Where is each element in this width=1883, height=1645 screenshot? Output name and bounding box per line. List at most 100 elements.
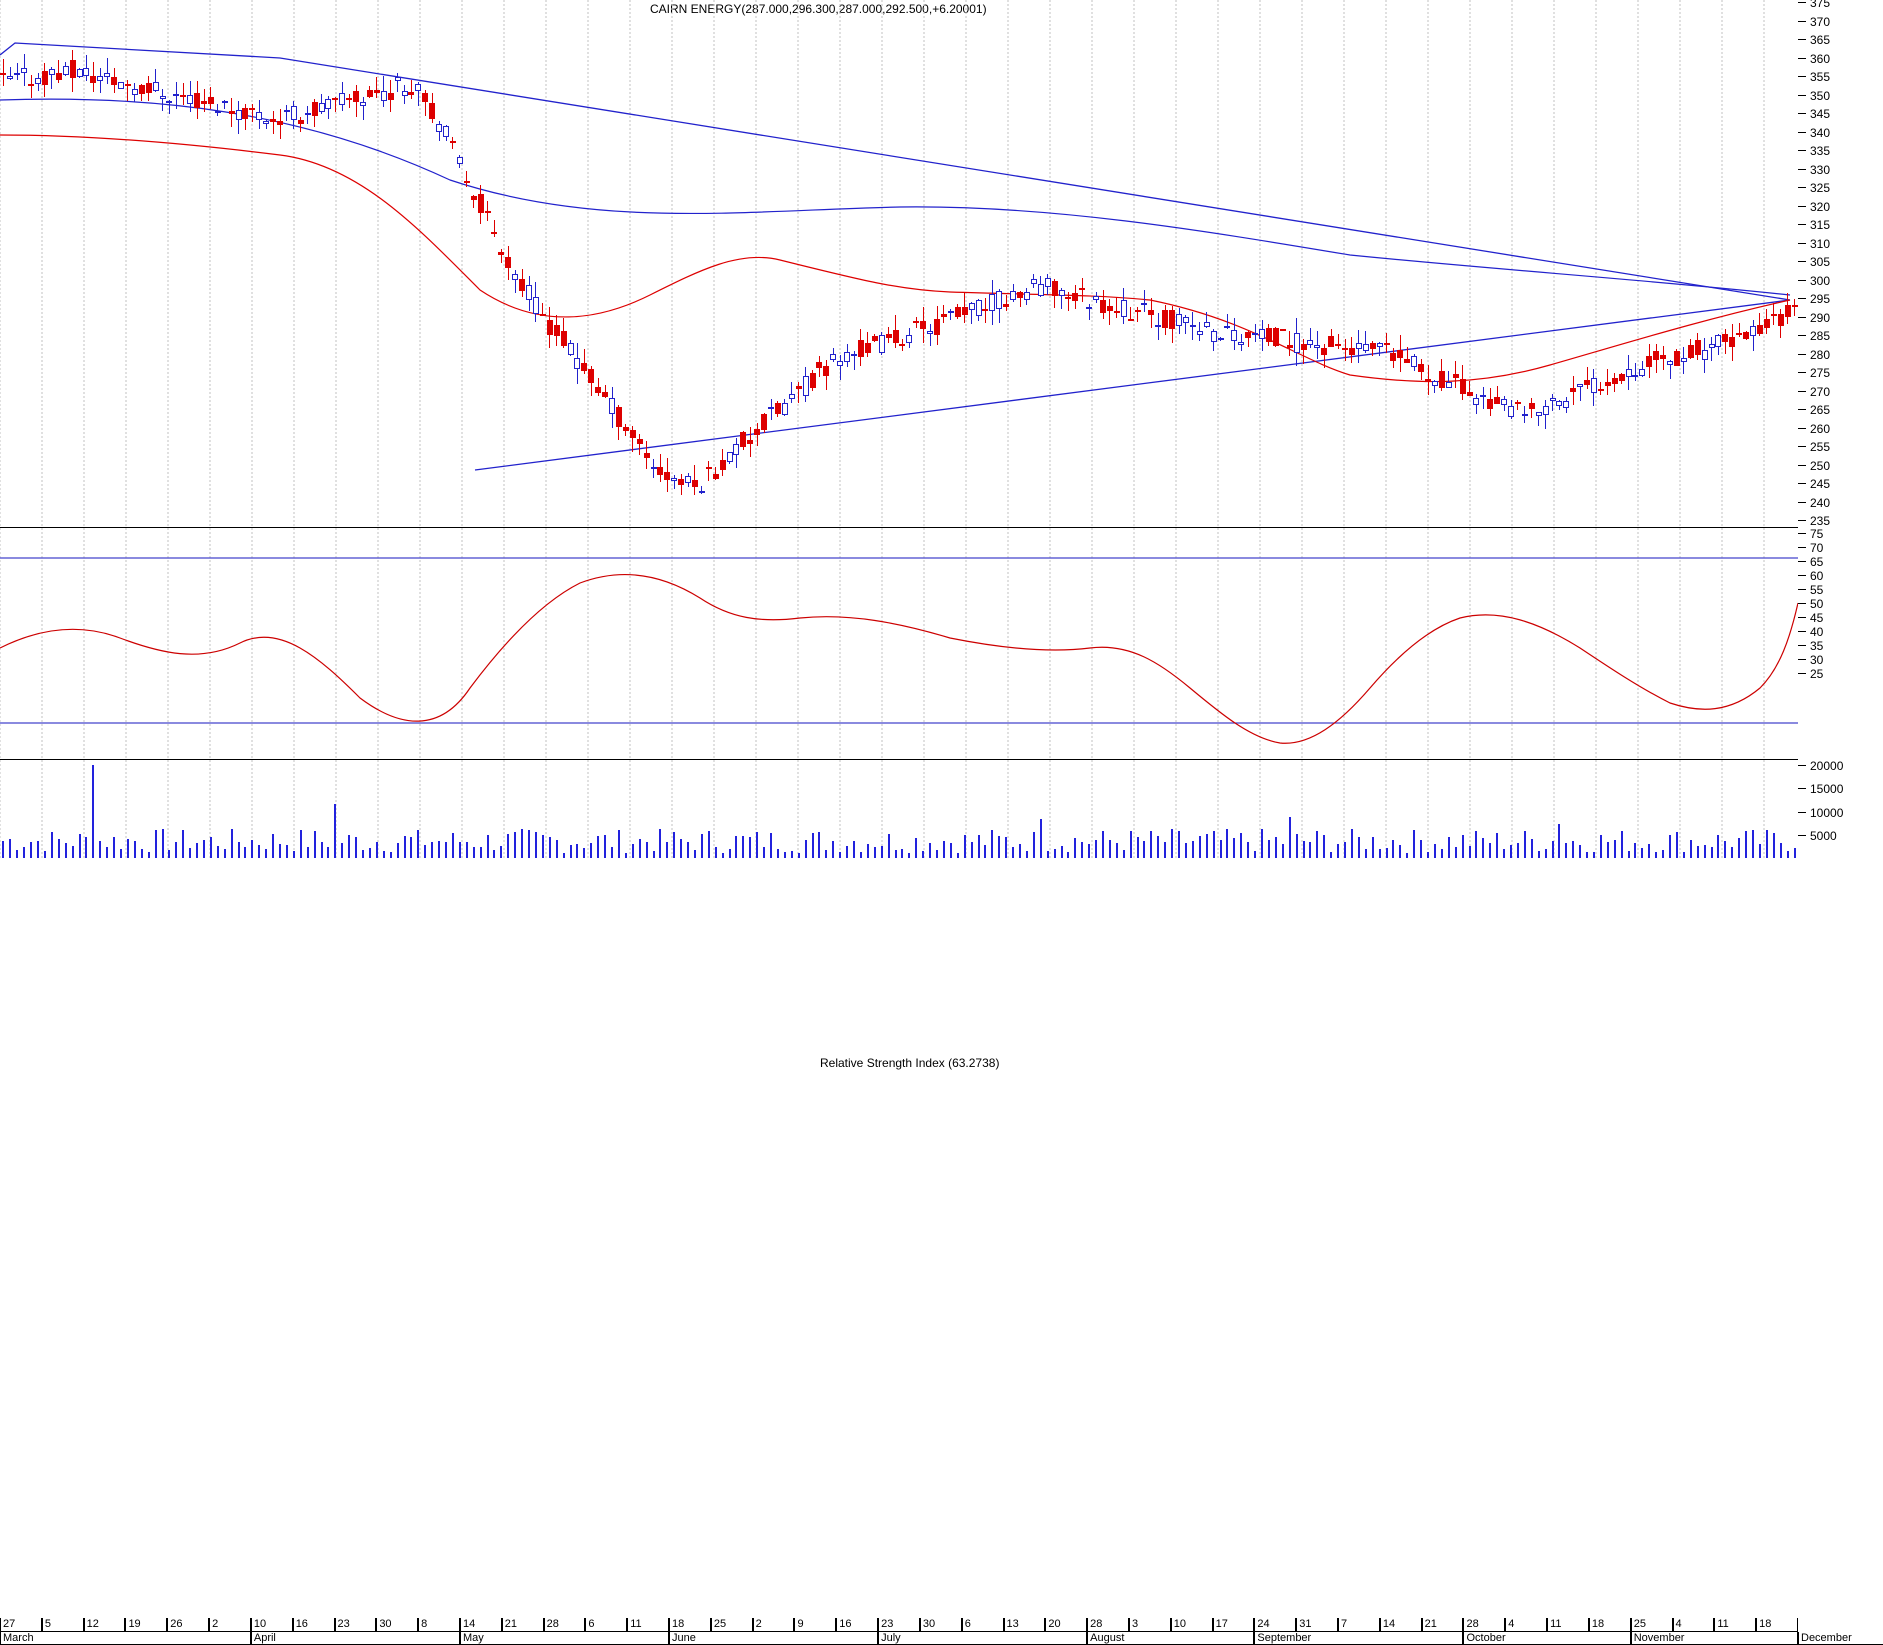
- volume-bar: [438, 841, 440, 858]
- date-tick-label-month[interactable]: August: [1087, 1632, 1254, 1645]
- date-tick-label-day[interactable]: 11: [1714, 1618, 1756, 1632]
- date-tick-label-month[interactable]: March: [0, 1632, 251, 1645]
- candlestick-body: [1785, 305, 1791, 317]
- candlestick-wick: [1338, 334, 1339, 349]
- price-axis-tick: [1798, 76, 1806, 77]
- volume-bar: [410, 837, 412, 858]
- price-axis-tick: [1798, 2, 1806, 3]
- volume-bar: [1240, 833, 1242, 858]
- candlestick-wick: [791, 382, 792, 403]
- date-tick-label-day[interactable]: 12: [84, 1618, 126, 1632]
- date-tick-label-day[interactable]: 30: [920, 1618, 962, 1632]
- rsi-axis-label: 70: [1810, 541, 1823, 555]
- date-tick-label-day[interactable]: 18: [669, 1618, 711, 1632]
- candlestick-body: [699, 491, 705, 493]
- volume-bar: [238, 842, 240, 858]
- date-tick-label-month[interactable]: June: [669, 1632, 878, 1645]
- date-tick-label-day[interactable]: 28: [544, 1618, 586, 1632]
- date-tick-label-month[interactable]: May: [460, 1632, 669, 1645]
- volume-bar: [1455, 847, 1457, 858]
- date-tick-label-month[interactable]: November: [1631, 1632, 1798, 1645]
- candlestick-body: [1328, 336, 1334, 347]
- date-tick-label-day[interactable]: 9: [794, 1618, 836, 1632]
- date-tick-label-day[interactable]: 25: [711, 1618, 753, 1632]
- volume-bar: [908, 853, 910, 858]
- date-tick-label-month[interactable]: September: [1254, 1632, 1463, 1645]
- date-tick-label-day[interactable]: 16: [293, 1618, 335, 1632]
- volume-bar: [549, 837, 551, 858]
- date-tick-label-day[interactable]: 20: [1045, 1618, 1087, 1632]
- candlestick-body: [1321, 348, 1327, 354]
- candlestick-body: [1577, 384, 1583, 387]
- date-tick-label-day[interactable]: 6: [962, 1618, 1004, 1632]
- volume-bar: [383, 851, 385, 858]
- candlestick-body: [1688, 345, 1694, 358]
- date-tick-label-day[interactable]: 3: [1129, 1618, 1171, 1632]
- date-tick-label-day[interactable]: 19: [125, 1618, 167, 1632]
- date-tick-label-day[interactable]: 25: [1631, 1618, 1673, 1632]
- volume-bar: [1130, 831, 1132, 858]
- date-tick-label-day[interactable]: 17: [1213, 1618, 1255, 1632]
- date-tick-label-day[interactable]: 2: [753, 1618, 795, 1632]
- date-month-axis[interactable]: March April May June July August September Octo…: [0, 1632, 1798, 1645]
- date-tick-label-month[interactable]: April: [251, 1632, 460, 1645]
- date-tick-label-day[interactable]: 23: [335, 1618, 377, 1632]
- date-tick-label-day[interactable]: 7: [1338, 1618, 1380, 1632]
- date-tick-label-day[interactable]: 28: [1087, 1618, 1129, 1632]
- date-tick-label-day[interactable]: 16: [836, 1618, 878, 1632]
- price-axis-tick: [1798, 95, 1806, 96]
- date-tick-label-day[interactable]: 11: [1547, 1618, 1589, 1632]
- volume-bar: [915, 838, 917, 858]
- price-axis-label: 360: [1810, 52, 1830, 66]
- date-tick-label-day[interactable]: 6: [585, 1618, 627, 1632]
- date-tick-label-day[interactable]: 24: [1254, 1618, 1296, 1632]
- candlestick-body: [408, 92, 414, 94]
- date-tick-label-day[interactable]: 4: [1673, 1618, 1715, 1632]
- date-tick-label-day[interactable]: 8: [418, 1618, 460, 1632]
- volume-bar: [1012, 847, 1014, 858]
- date-tick-label-day[interactable]: 10: [1171, 1618, 1213, 1632]
- date-tick-label-day[interactable]: 30: [376, 1618, 418, 1632]
- volume-bar: [1482, 838, 1484, 858]
- price-axis-tick: [1798, 502, 1806, 503]
- date-tick-label-day[interactable]: 27: [0, 1618, 42, 1632]
- date-tick-label-day[interactable]: 31: [1296, 1618, 1338, 1632]
- date-tick-label-day[interactable]: 26: [167, 1618, 209, 1632]
- date-tick-label-month[interactable]: December: [1798, 1632, 1883, 1645]
- candlestick-body: [623, 427, 629, 431]
- volume-bar: [1420, 840, 1422, 858]
- date-tick-label-day[interactable]: 28: [1463, 1618, 1505, 1632]
- date-tick-label-day[interactable]: 23: [878, 1618, 920, 1632]
- volume-bar: [1330, 852, 1332, 858]
- candlestick-body: [1757, 325, 1763, 334]
- date-number-axis[interactable]: 27 5 12 19 26 2 10 16 23 30 8 14 21 28 6 11 18 25 2 9 16 23 30…: [0, 1618, 1798, 1632]
- date-tick-label-day[interactable]: 21: [1422, 1618, 1464, 1632]
- volume-bar: [853, 841, 855, 858]
- candlestick-body: [194, 93, 200, 109]
- volume-bar: [1074, 838, 1076, 858]
- candlestick-body: [1307, 340, 1313, 345]
- date-tick-label-day[interactable]: 2: [209, 1618, 251, 1632]
- date-tick-label-month[interactable]: July: [878, 1632, 1087, 1645]
- date-tick-label-day[interactable]: 21: [502, 1618, 544, 1632]
- volume-bar: [1697, 846, 1699, 858]
- date-tick-label-day[interactable]: 18: [1589, 1618, 1631, 1632]
- volume-bar: [348, 835, 350, 858]
- candlestick-body: [139, 85, 145, 94]
- candlestick-body: [1045, 278, 1051, 286]
- date-tick-label-day[interactable]: 13: [1004, 1618, 1046, 1632]
- date-tick-label-day[interactable]: 10: [251, 1618, 293, 1632]
- volume-bar: [244, 847, 246, 858]
- candlestick-body: [1162, 310, 1168, 328]
- price-axis-label: 330: [1810, 163, 1830, 177]
- date-tick-label-day[interactable]: 11: [627, 1618, 669, 1632]
- candlestick-body: [1017, 292, 1023, 298]
- date-tick-label-day[interactable]: 18: [1756, 1618, 1798, 1632]
- date-tick-label-day[interactable]: 5: [42, 1618, 84, 1632]
- date-tick-label-day[interactable]: 14: [460, 1618, 502, 1632]
- price-axis-tick: [1798, 206, 1806, 207]
- date-tick-label-month[interactable]: October: [1463, 1632, 1630, 1645]
- volume-bar: [1552, 841, 1554, 858]
- date-tick-label-day[interactable]: 4: [1505, 1618, 1547, 1632]
- date-tick-label-day[interactable]: 14: [1380, 1618, 1422, 1632]
